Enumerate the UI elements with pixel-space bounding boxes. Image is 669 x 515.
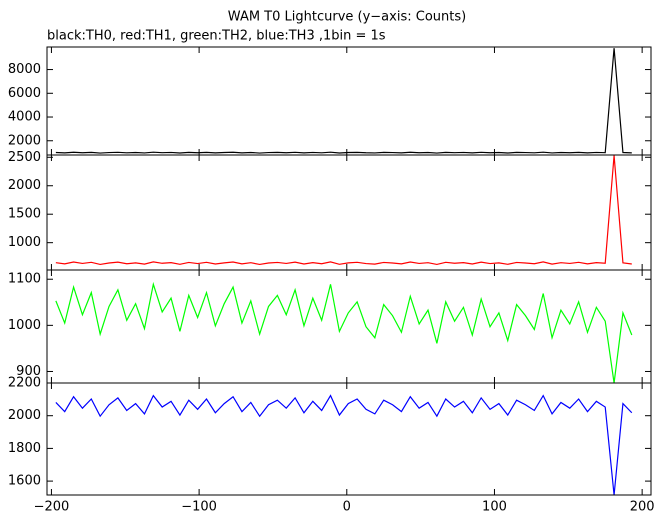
panel-frame [46,154,652,271]
panel-frame [46,269,652,384]
y-tick-label: 4000 [8,110,41,125]
chart-subtitle: black:TH0, red:TH1, green:TH2, blue:TH3 … [47,29,386,44]
chart-title: WAM T0 Lightcurve (y−axis: Counts) [228,10,466,25]
x-tick-label: −100 [181,500,217,515]
series-line [55,48,632,154]
panel-frame [46,382,652,496]
y-tick-label: 6000 [8,86,41,101]
x-tick-label: −200 [34,500,70,515]
y-tick-label: 2000 [8,178,41,193]
x-tick-label: 100 [482,500,507,515]
y-tick-label: 1000 [8,235,41,250]
x-tick-label: 0 [343,500,351,515]
y-tick-label: 1000 [8,318,41,333]
y-tick-label: 2200 [8,376,41,391]
y-tick-label: 900 [16,364,41,379]
x-tick-label: 200 [630,500,655,515]
y-tick-label: 1800 [8,441,41,456]
series-line [55,394,633,495]
y-tick-label: 2000 [8,408,41,423]
y-tick-label: 1600 [8,474,41,489]
y-tick-label: 8000 [8,62,41,77]
y-tick-label: 2500 [8,150,41,165]
series-line [55,155,632,266]
y-tick-label: 2000 [8,133,41,148]
y-tick-label: 1500 [8,207,41,222]
series-line [55,281,633,383]
panel-frame [46,46,652,156]
y-tick-label: 1100 [8,272,41,287]
